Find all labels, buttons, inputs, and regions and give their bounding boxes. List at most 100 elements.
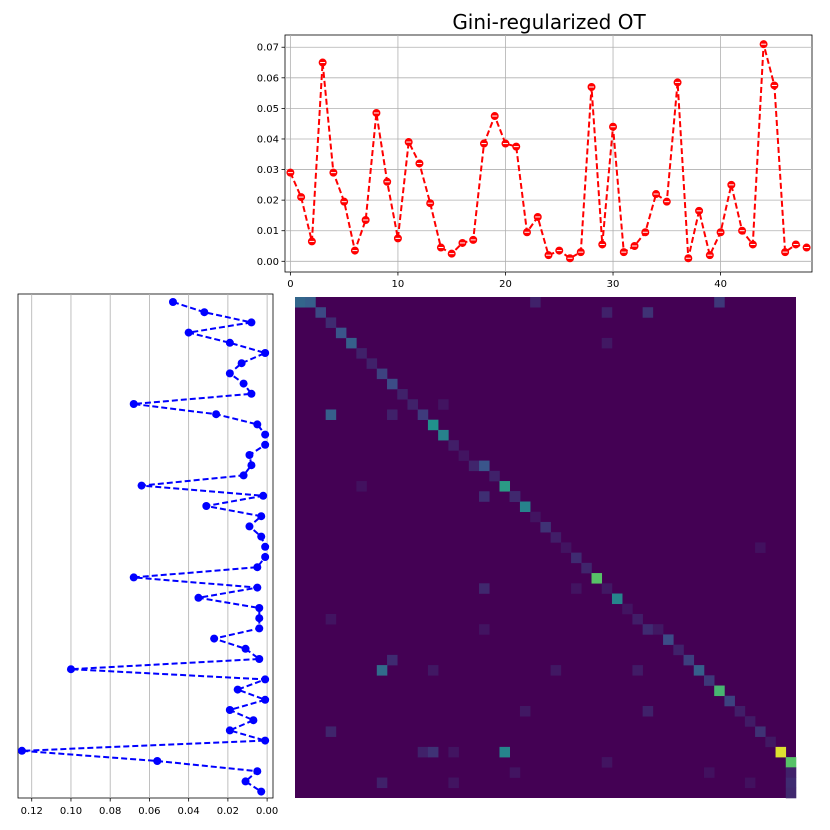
heatmap-cell xyxy=(387,409,398,420)
left-data-point xyxy=(245,522,254,531)
left-data-point xyxy=(168,298,177,306)
heatmap-cell xyxy=(622,603,633,615)
left-data-point xyxy=(184,328,193,337)
top-y-tick-label: 0.03 xyxy=(257,165,279,176)
heatmap-cell xyxy=(438,399,449,410)
top-x-tick-label: 40 xyxy=(714,279,727,290)
heatmap-cell xyxy=(530,511,541,523)
left-line-chart: 0.12 0.10 0.08 0.06 0.04 0.02 0.00 xyxy=(17,293,278,817)
left-data-point xyxy=(253,767,262,776)
left-data-point xyxy=(225,338,234,347)
heatmap-cell xyxy=(335,327,347,339)
top-y-tick-label: 0.01 xyxy=(257,226,279,237)
left-data-point xyxy=(249,716,258,725)
heatmap-cell xyxy=(744,716,756,727)
heatmap-cell xyxy=(601,337,613,349)
heatmap-cell xyxy=(785,767,797,778)
heatmap-cell xyxy=(479,583,490,594)
heatmap-cell xyxy=(785,777,797,789)
heatmap-cell xyxy=(775,746,787,758)
left-data-point xyxy=(247,318,256,327)
heatmap-cell xyxy=(519,501,531,513)
heatmap-cell xyxy=(663,634,674,645)
heatmap-cell xyxy=(489,470,500,482)
heatmap-cell xyxy=(499,746,511,758)
left-data-point xyxy=(233,685,242,694)
top-y-tick-label: 0.04 xyxy=(257,134,279,145)
heatmap-cell xyxy=(427,419,439,431)
left-data-point xyxy=(129,573,138,582)
left-data-point xyxy=(17,746,26,755)
left-data-point xyxy=(261,675,270,684)
heatmap-cell xyxy=(642,307,654,318)
left-data-point xyxy=(259,491,268,500)
top-x-tick-label: 10 xyxy=(392,279,405,290)
top-chart-frame xyxy=(284,34,813,273)
top-y-tick-label: 0.00 xyxy=(257,257,279,268)
heatmap-cell xyxy=(315,307,326,318)
heatmap-cell xyxy=(540,521,551,533)
heatmap-cell xyxy=(356,481,367,492)
left-data-point xyxy=(261,695,270,704)
heatmap-cell xyxy=(427,665,439,676)
heatmap-cell xyxy=(325,726,337,737)
heatmap-cell xyxy=(305,297,316,308)
left-data-point xyxy=(255,655,264,663)
heatmap-cell xyxy=(407,399,418,410)
heatmap-cell xyxy=(693,665,705,676)
left-data-point xyxy=(253,420,262,429)
left-data-point xyxy=(261,736,270,745)
heatmap-cell xyxy=(458,450,470,461)
heatmap-cell xyxy=(703,767,715,778)
left-data-point xyxy=(225,706,234,714)
heatmap-cell xyxy=(325,409,337,420)
left-data-point xyxy=(237,359,246,368)
heatmap-cell xyxy=(530,297,541,308)
left-data-point xyxy=(261,553,270,561)
heatmap-cell xyxy=(601,307,613,318)
heatmap-cell xyxy=(683,654,695,666)
heatmap-cell xyxy=(387,654,398,666)
left-data-point xyxy=(261,349,270,357)
heatmap-cell xyxy=(509,491,521,502)
left-data-point xyxy=(247,461,256,470)
heatmap-cell xyxy=(397,389,408,400)
heatmap-background xyxy=(295,297,796,798)
left-x-tick-label: 0.00 xyxy=(256,806,278,817)
left-chart-grid xyxy=(31,294,268,798)
left-data-point xyxy=(247,389,256,398)
heatmap-cell xyxy=(714,297,725,308)
heatmap-cell xyxy=(417,746,429,758)
left-x-tick-label: 0.06 xyxy=(138,806,160,817)
left-data-point xyxy=(210,634,219,643)
left-chart-frame xyxy=(17,293,274,799)
top-x-tick-label: 0 xyxy=(287,279,293,290)
heatmap-cell xyxy=(601,757,613,768)
heatmap-cell xyxy=(448,777,459,789)
heatmap-cell xyxy=(499,481,511,492)
left-chart-ticks: 0.12 0.10 0.08 0.06 0.04 0.02 0.00 xyxy=(21,798,278,817)
left-data-point xyxy=(137,481,146,490)
heatmap-cell xyxy=(376,777,388,789)
left-x-tick-label: 0.04 xyxy=(178,806,200,817)
heatmap-cell xyxy=(479,624,490,635)
heatmap-cell xyxy=(755,726,766,737)
heatmap-cell xyxy=(468,460,480,472)
heatmap-cell xyxy=(601,583,613,594)
heatmap-cell xyxy=(560,542,572,553)
left-data-point xyxy=(255,604,264,612)
left-data-point xyxy=(257,787,266,796)
left-data-point xyxy=(194,593,203,602)
heatmap-cell xyxy=(744,777,756,789)
heatmap-cell xyxy=(427,746,439,758)
left-data-point xyxy=(225,369,234,378)
heatmap-cell xyxy=(479,491,490,502)
left-data-point xyxy=(241,777,250,786)
left-data-point xyxy=(255,624,264,633)
left-data-point xyxy=(225,726,234,735)
heatmap-cell xyxy=(376,368,388,380)
heatmap-cell xyxy=(376,665,388,676)
top-chart-ticks: 0 10 20 30 40 0.00 0.01 0.02 0.03 0.04 0.05 0.06 0.0… xyxy=(257,43,727,290)
heatmap-cells xyxy=(295,297,797,799)
top-line-chart: 0 10 20 30 40 0.00 0.01 0.02 0.03 0.04 0.05 0.06 0.0… xyxy=(257,34,813,290)
